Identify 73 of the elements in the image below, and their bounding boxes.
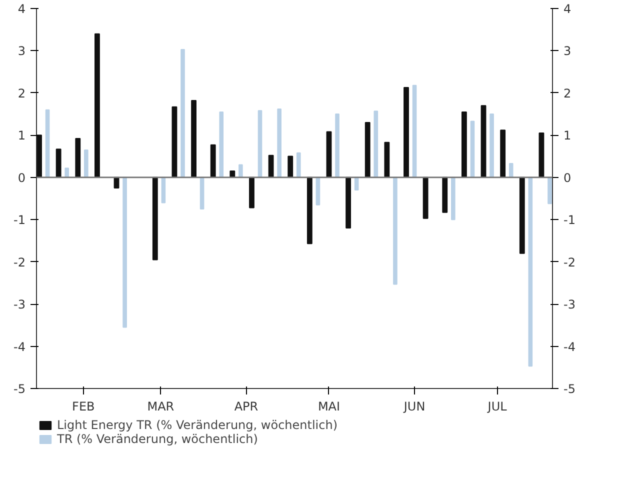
- bar: [528, 176, 533, 367]
- bar: [277, 108, 282, 178]
- bar: [268, 154, 274, 178]
- bar: [346, 176, 352, 229]
- bar: [64, 168, 70, 178]
- y2-tick-label: -3: [564, 298, 576, 312]
- bar: [288, 156, 294, 178]
- bar: [45, 109, 50, 178]
- y2-tick-label: 0: [564, 170, 572, 185]
- y-tick-label: 4: [18, 2, 26, 16]
- bar: [219, 111, 224, 178]
- bar: [470, 120, 475, 178]
- x-tick-label: JUL: [486, 400, 508, 414]
- bar: [258, 110, 262, 178]
- bar: [172, 106, 178, 178]
- bar: [500, 130, 506, 178]
- bar: [422, 176, 428, 219]
- y-tick-label: -4: [14, 340, 26, 354]
- y2-tick-label: -1: [564, 213, 576, 228]
- bar: [210, 144, 216, 178]
- bar: [364, 122, 370, 178]
- bar: [384, 142, 390, 178]
- y-tick-label: 0: [18, 170, 26, 185]
- bar: [508, 162, 514, 178]
- y2-tick-label: -5: [564, 382, 576, 396]
- bar: [75, 138, 81, 178]
- bar: [335, 114, 340, 178]
- bar: [461, 111, 467, 178]
- bar: [296, 152, 301, 178]
- bar: [490, 114, 494, 178]
- bar: [538, 132, 544, 178]
- bar: [404, 86, 409, 178]
- bar: [451, 176, 456, 220]
- bar: [306, 176, 312, 244]
- bar: [412, 84, 417, 178]
- y-tick-label: -1: [14, 213, 26, 228]
- y2-tick-label: 3: [564, 44, 572, 58]
- bar: [519, 176, 525, 254]
- bar: [84, 149, 88, 178]
- legend-label: Light Energy TR (% Veränderung, wöchentlich): [57, 418, 338, 432]
- bar: [316, 176, 320, 206]
- bar: [393, 176, 398, 285]
- bar: [180, 48, 185, 178]
- legend-label: TR (% Veränderung, wöchentlich): [57, 432, 258, 446]
- y-tick-label: 1: [18, 128, 26, 143]
- bar: [480, 105, 486, 178]
- bar: [326, 131, 332, 178]
- y-tick-label: -5: [14, 382, 26, 396]
- y2-tick-label: 1: [564, 128, 572, 143]
- y2-tick-label: 4: [564, 2, 572, 16]
- bar: [200, 176, 204, 210]
- x-tick-label: MAR: [147, 400, 174, 414]
- bar: [56, 148, 62, 178]
- x-tick-label: FEB: [72, 400, 95, 414]
- y-tick-label: -2: [14, 255, 26, 270]
- y2-tick-label: 2: [564, 86, 572, 100]
- bar: [94, 33, 100, 178]
- y-tick-label: -3: [14, 298, 26, 312]
- bar: [249, 176, 254, 208]
- bar: [238, 164, 243, 178]
- bar: [191, 100, 196, 178]
- bar: [152, 176, 158, 260]
- bar: [374, 110, 378, 178]
- y2-tick-label: -4: [564, 340, 576, 354]
- y2-tick-label: -2: [564, 255, 576, 270]
- bar: [442, 176, 448, 213]
- x-tick-label: MAI: [318, 400, 340, 414]
- bar: [548, 176, 552, 204]
- x-tick-label: JUN: [402, 400, 426, 414]
- bar: [122, 176, 127, 328]
- y-tick-label: 3: [18, 44, 26, 58]
- x-tick-label: APR: [234, 400, 258, 414]
- y-tick-label: 2: [18, 86, 26, 100]
